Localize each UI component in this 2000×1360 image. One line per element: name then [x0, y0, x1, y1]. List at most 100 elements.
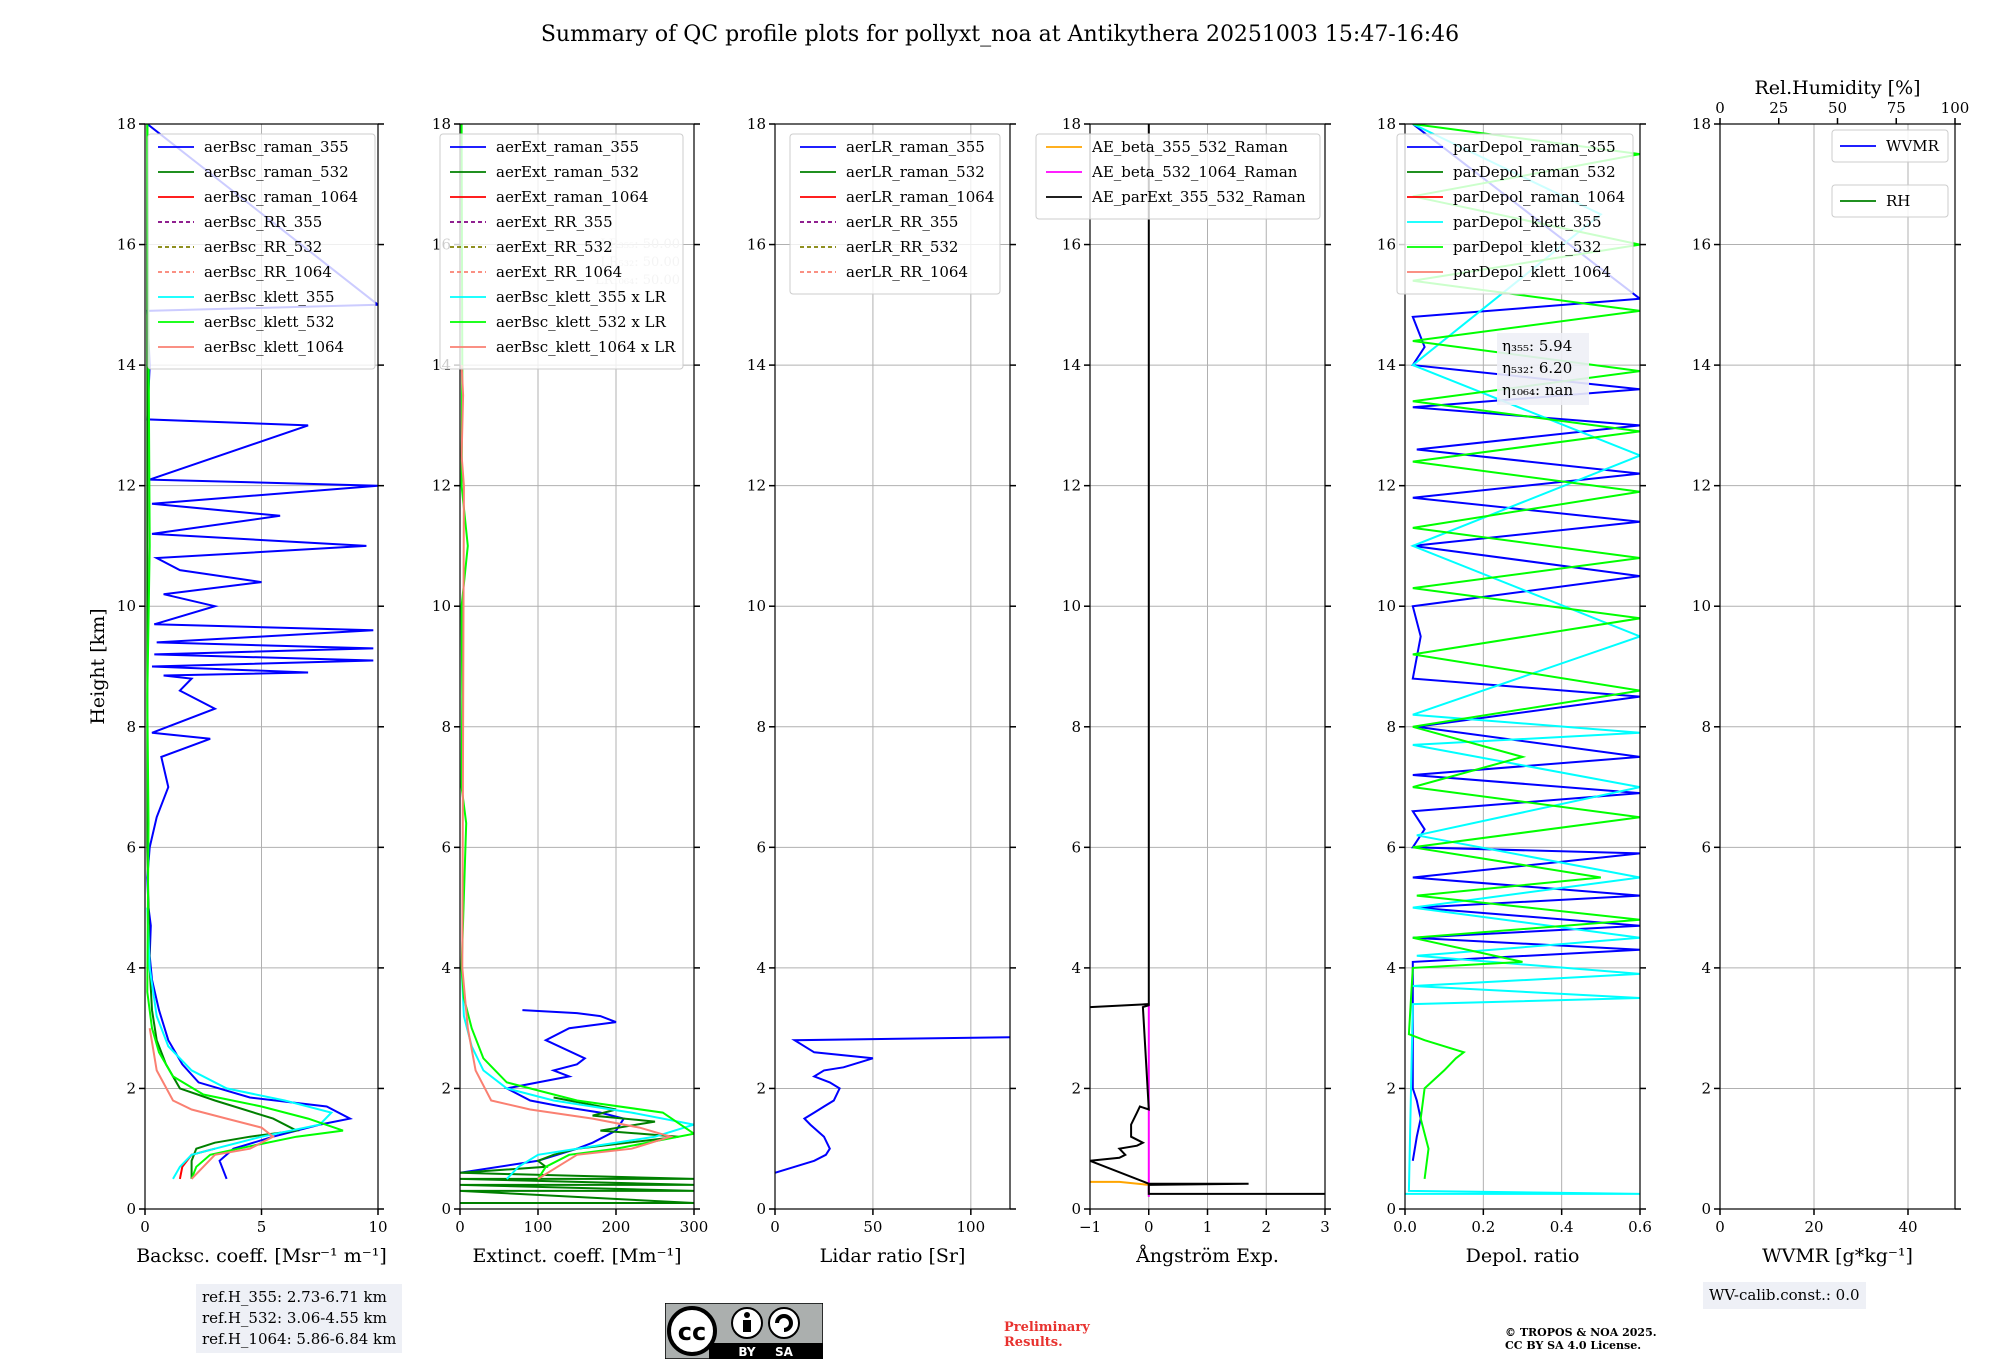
eta-box	[1497, 333, 1589, 405]
legend-label: aerLR_raman_532	[846, 163, 985, 181]
series-group	[1405, 124, 1640, 1195]
panel-depol: 0 2 4 6 8 10 12 14 16 18 0.0 0.2 0.4 0.6 Depol. ratio η…	[1377, 115, 1652, 1267]
legend-label: aerBsc_raman_355	[204, 138, 349, 156]
x2-tick-label: 50	[1828, 99, 1847, 117]
legend-label: WVMR	[1886, 137, 1940, 155]
preliminary-line-2: Results.	[1004, 1335, 1063, 1350]
y-tick-label: 0	[756, 1200, 766, 1218]
y-tick-label: 4	[126, 959, 136, 977]
y-tick-label: 14	[1692, 356, 1711, 374]
copyright-line-2: CC BY SA 4.0 License.	[1505, 1339, 1642, 1352]
series-line-depol-3	[1405, 124, 1640, 1195]
legend-label: aerExt_raman_355	[496, 138, 639, 156]
y-tick-label: 0	[1386, 1200, 1396, 1218]
series-line-bsc-7	[146, 124, 344, 1180]
y-tick-label: 12	[1377, 477, 1396, 495]
cc-logo-text: cc	[678, 1318, 706, 1346]
y-tick-label: 2	[1071, 1079, 1081, 1097]
x-tick-label: 40	[1898, 1218, 1917, 1236]
by-label: BY	[738, 1345, 755, 1359]
legend-label: parDepol_raman_1064	[1453, 188, 1625, 206]
x-axis-label: Lidar ratio [Sr]	[820, 1245, 966, 1267]
copyright-line-1: © TROPOS & NOA 2025.	[1505, 1326, 1657, 1339]
panel-lr: 0 2 4 6 8 10 12 14 16 18 0 50 100 Lidar ratio [Sr] aer…	[747, 115, 1016, 1267]
y-tick-label: 4	[1701, 959, 1711, 977]
legend-box	[439, 133, 684, 370]
cc-logo-icon	[667, 1306, 717, 1356]
preliminary-note: Preliminary Results.	[1004, 1320, 1090, 1350]
y-tick-label: 4	[756, 959, 766, 977]
y-tick-label: 6	[441, 838, 451, 856]
x-tick-label: 10	[368, 1218, 387, 1236]
y-tick-label: 14	[1377, 356, 1396, 374]
y-tick-label: 2	[441, 1079, 451, 1097]
x-tick-label: 3	[1320, 1218, 1330, 1236]
y-tick-label: 0	[1701, 1200, 1711, 1218]
y-tick-label: 8	[1071, 718, 1081, 736]
legend-label: aerExt_RR_355	[496, 213, 613, 231]
x-tick-label: 0.4	[1550, 1218, 1574, 1236]
series-line-depol-0	[1410, 124, 1640, 1161]
legend-label: parDepol_raman_355	[1453, 138, 1616, 156]
y-tick-label: 12	[1062, 477, 1081, 495]
y-tick-label: 8	[441, 718, 451, 736]
series-line-depol-4	[1407, 124, 1640, 1180]
y-tick-label: 0	[1071, 1200, 1081, 1218]
y-tick-label: 12	[432, 477, 451, 495]
legend-label: aerBsc_klett_1064 x LR	[496, 338, 676, 356]
series-line-ae-0	[1090, 1180, 1149, 1186]
y-tick-label: 10	[1062, 597, 1081, 615]
x-tick-label: 20	[1804, 1218, 1823, 1236]
x-tick-label: 0.0	[1393, 1218, 1417, 1236]
axes-frame	[774, 123, 1011, 1210]
y-tick-label: 16	[747, 236, 766, 254]
x2-axis-label: Rel.Humidity [%]	[1754, 77, 1920, 99]
wv-calibration-box: WV-calib.const.: 0.0	[1703, 1282, 1866, 1309]
x-tick-label: 0.2	[1471, 1218, 1495, 1236]
refh-532: ref.H_532: 3.06-4.55 km	[202, 1309, 387, 1327]
legend-label: aerBsc_klett_532 x LR	[496, 313, 667, 331]
legend-label: aerBsc_raman_532	[204, 163, 349, 181]
eta-annotation: η₅₃₂: 6.20	[1502, 359, 1572, 377]
y-tick-label: 2	[1386, 1079, 1396, 1097]
series-group	[1090, 124, 1325, 1197]
legend-box	[147, 133, 376, 370]
annotation-group: η₃₅₅: 5.94 η₅₃₂: 6.20 η₁₀₆₄: nan	[1497, 333, 1589, 405]
x-axis-label: WVMR [g*kg⁻¹]	[1762, 1245, 1913, 1267]
legend-label: aerBsc_klett_355 x LR	[496, 288, 667, 306]
refh-1064: ref.H_1064: 5.86-6.84 km	[202, 1330, 397, 1348]
y-tick-label: 0	[441, 1200, 451, 1218]
x-tick-label: 1	[1203, 1218, 1213, 1236]
x-tick-label: 0	[455, 1218, 465, 1236]
legend-label: parDepol_klett_532	[1453, 238, 1602, 256]
y-tick-label: 18	[117, 115, 136, 133]
y-tick-label: 2	[126, 1079, 136, 1097]
y-tick-label: 18	[1062, 115, 1081, 133]
y-tick-label: 12	[1692, 477, 1711, 495]
sa-label: SA	[775, 1345, 794, 1359]
y-tick-label: 6	[1386, 838, 1396, 856]
legend-label: aerLR_RR_532	[846, 238, 958, 256]
preliminary-line-1: Preliminary	[1004, 1320, 1090, 1335]
x-tick-label: 50	[863, 1218, 882, 1236]
x2-tick-label: 100	[1941, 99, 1970, 117]
y-tick-label: 4	[441, 959, 451, 977]
y-tick-label: 6	[126, 838, 136, 856]
legend-box	[1831, 129, 1949, 163]
y-tick-label: 18	[1377, 115, 1396, 133]
legend-label: aerBsc_RR_1064	[204, 263, 332, 281]
x2-tick-label: 0	[1715, 99, 1725, 117]
legend-label: aerLR_RR_355	[846, 213, 958, 231]
y-tick-label: 8	[756, 718, 766, 736]
x-axis-label: Extinct. coeff. [Mm⁻¹]	[472, 1245, 681, 1267]
y-tick-label: 2	[756, 1079, 766, 1097]
y-tick-label: 16	[117, 236, 136, 254]
panel-ext: 0246810121416180100200300Extinct. coeff.…	[432, 115, 708, 1267]
series-line-ext-1	[460, 1096, 694, 1204]
y-tick-label: 0	[126, 1200, 136, 1218]
x-tick-label: 0.6	[1628, 1218, 1652, 1236]
y-tick-label: 10	[1377, 597, 1396, 615]
y-tick-label: 18	[1692, 115, 1711, 133]
